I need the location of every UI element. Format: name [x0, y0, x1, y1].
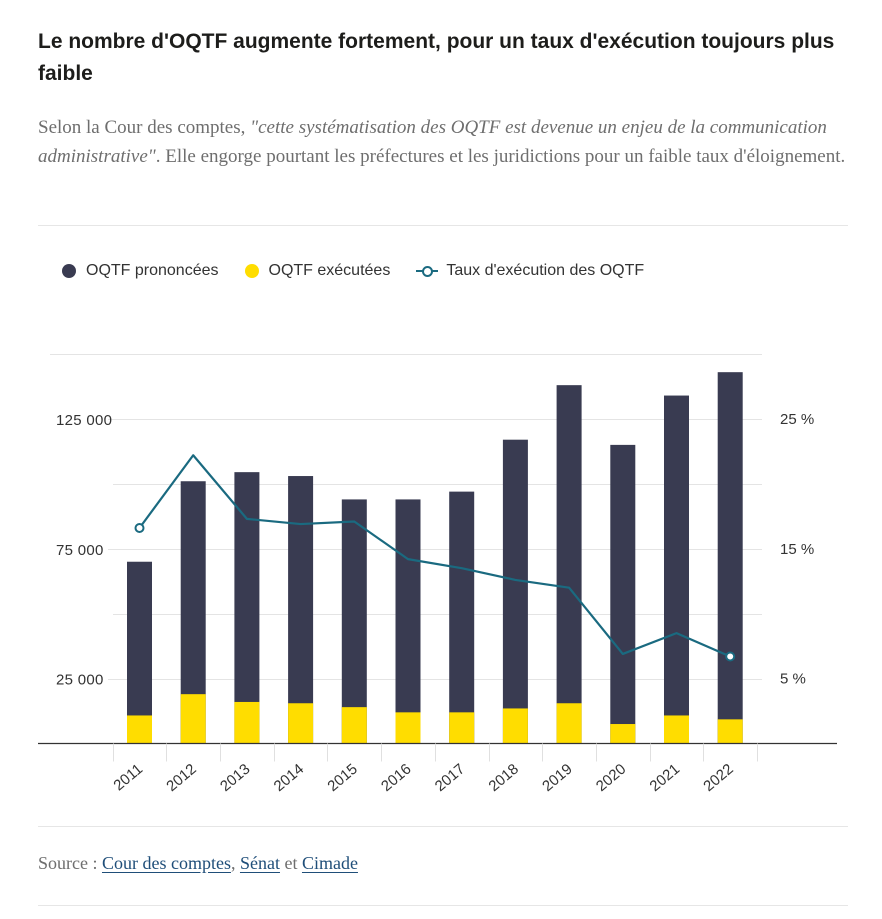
x-tick-label: 2016 [378, 761, 414, 795]
bar-executees [449, 712, 475, 744]
bar-executees [556, 703, 582, 744]
bar-executees [664, 715, 689, 744]
source-separator-et: et [284, 853, 298, 873]
y-left-tick-label: 125 000 [56, 412, 112, 429]
bar-prononcees [556, 385, 582, 744]
x-tick-label: 2011 [110, 761, 146, 795]
legend-label-taux: Taux d'exécution des OQTF [446, 262, 645, 279]
bar-executees [341, 707, 367, 744]
x-tick-label: 2017 [432, 761, 468, 795]
subtitle-prefix: Selon la Cour des comptes, [38, 117, 251, 138]
bar-prononcees [341, 499, 367, 744]
bar-executees [180, 694, 206, 744]
bar-executees [234, 701, 260, 744]
top-divider [38, 225, 848, 226]
x-tick-label: 2022 [700, 761, 736, 795]
bar-prononcees [717, 372, 743, 744]
bar-executees [395, 712, 421, 744]
x-tick-label: 2013 [217, 761, 253, 795]
bar-executees [502, 708, 528, 744]
x-tick-label: 2015 [324, 761, 360, 795]
y-right-tick-label: 25 % [780, 411, 814, 428]
series-line-taux [138, 454, 731, 658]
legend-item-prononcees[interactable]: OQTF prononcées [62, 262, 219, 280]
source-label: Source : [38, 853, 98, 873]
bottom-divider [38, 826, 848, 827]
bar-executees [610, 724, 636, 744]
source-link-cour-des-comptes[interactable]: Cour des comptes [101, 853, 231, 873]
bar-prononcees [664, 395, 689, 744]
y-right-tick-label: 5 % [780, 671, 806, 688]
legend-swatch-prononcees [62, 264, 76, 278]
x-tick-label: 2014 [271, 761, 307, 795]
legend-item-taux[interactable]: Taux d'exécution des OQTF [416, 262, 644, 280]
bar-prononcees [610, 444, 636, 744]
chart-legend: OQTF prononcées OQTF exécutées Taux d'ex… [62, 262, 670, 280]
legend-label-prononcees: OQTF prononcées [86, 262, 219, 279]
bar-executees [288, 703, 314, 744]
point-taux [725, 651, 736, 662]
source-line: Source : Cour des comptes, Sénat et Cima… [38, 853, 358, 874]
bar-executees [717, 719, 743, 744]
subtitle-suffix: . Elle engorge pourtant les préfectures … [155, 146, 846, 167]
bar-prononcees [449, 491, 475, 744]
legend-label-executees: OQTF exécutées [268, 262, 391, 279]
bar-prononcees [502, 439, 528, 744]
x-tick-label: 2021 [647, 761, 683, 795]
y-right-tick-label: 15 % [780, 541, 814, 558]
x-tick-label: 2020 [593, 761, 629, 795]
chart-title: Le nombre d'OQTF augmente fortement, pou… [38, 30, 835, 85]
y-left-tick-label: 25 000 [56, 672, 104, 689]
x-tick-label: 2019 [539, 761, 575, 795]
bar-prononcees [127, 561, 152, 744]
legend-swatch-executees [244, 264, 259, 278]
source-separator-comma: , [230, 853, 236, 873]
chart-subtitle: Selon la Cour des comptes, "cette systém… [38, 113, 848, 171]
x-tick-label: 2018 [485, 761, 521, 795]
y-left-tick-label: 75 000 [56, 542, 104, 559]
bar-executees [127, 715, 152, 744]
footer-divider [38, 905, 848, 906]
legend-item-executees[interactable]: OQTF exécutées [244, 262, 391, 280]
source-link-senat[interactable]: Sénat [239, 853, 280, 873]
subtitle-quote: "cette systématisation des OQTF est deve… [38, 117, 827, 167]
bar-prononcees [395, 499, 421, 744]
source-link-cimade[interactable]: Cimade [301, 853, 358, 873]
bar-prononcees [288, 476, 314, 744]
legend-swatch-taux [416, 264, 439, 278]
point-taux [134, 522, 145, 533]
x-tick-label: 2012 [163, 761, 199, 795]
